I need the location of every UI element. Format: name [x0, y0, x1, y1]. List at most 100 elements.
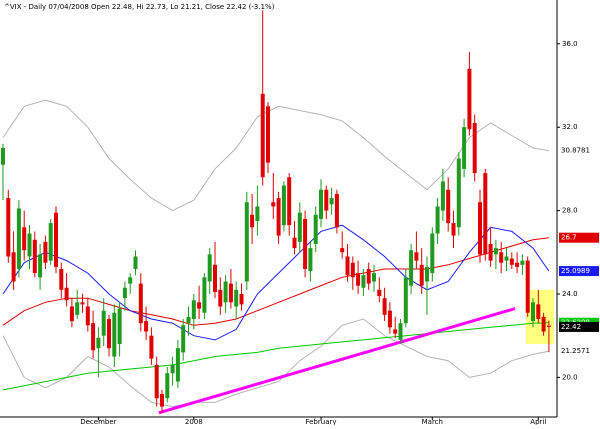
candle-body	[499, 252, 504, 263]
candle-body	[462, 127, 467, 169]
candle-body	[303, 218, 308, 269]
candle-body	[170, 364, 175, 374]
indicator-label-box	[559, 145, 599, 156]
candle-body	[350, 262, 355, 278]
indicator-line	[2, 237, 549, 326]
candle-body	[366, 268, 371, 284]
candle-body	[149, 335, 154, 359]
candle-body	[107, 319, 111, 349]
candle-body	[334, 193, 339, 228]
candle-body	[276, 198, 281, 236]
candle-body	[181, 325, 186, 353]
candle-body	[271, 202, 276, 207]
candle-body	[16, 208, 21, 269]
candle-body	[387, 310, 392, 328]
candle-body	[1, 148, 5, 165]
candle-body	[536, 304, 541, 320]
candle-body	[430, 233, 435, 274]
candle-body	[64, 287, 69, 301]
y-tick-label: 36.0	[562, 40, 578, 48]
candle-body	[80, 302, 85, 305]
chart-title: ^VIX - Daily 07/04/2008 Open 22.48, Hi 2…	[4, 3, 275, 11]
candle-body	[451, 223, 456, 236]
candle-body	[345, 256, 350, 276]
candle-body	[297, 212, 302, 242]
indicator-label-box	[559, 266, 599, 277]
candle-body	[281, 185, 286, 226]
x-tick-label: 2008	[185, 418, 203, 425]
candle-body	[425, 266, 429, 282]
candle-body	[239, 293, 244, 305]
candle-body	[504, 256, 509, 261]
indicator-label: 25.0989	[561, 267, 590, 275]
indicator-line	[2, 224, 550, 341]
y-tick-label: 32.0	[562, 123, 578, 131]
candle-body	[467, 68, 472, 130]
candle-body	[117, 308, 122, 345]
candle-body	[91, 323, 96, 351]
indicator-label-box	[559, 346, 599, 357]
candle-body	[59, 268, 64, 290]
candle-body	[244, 202, 249, 282]
candle-body	[154, 364, 159, 399]
candle-body	[175, 348, 180, 382]
candle-body	[250, 214, 255, 228]
candle-body	[493, 248, 498, 255]
candle-body	[6, 198, 11, 257]
candle-body	[472, 123, 477, 174]
candle-body	[27, 233, 32, 257]
indicator-label-box	[559, 232, 599, 243]
candle-body	[32, 239, 37, 274]
indicator-label-box	[559, 321, 599, 332]
candle-body	[207, 254, 212, 282]
candle-body	[382, 298, 387, 315]
candle-body	[340, 248, 345, 253]
candle-body	[509, 258, 514, 265]
candle-body	[160, 394, 164, 407]
candle-body	[260, 93, 265, 178]
candle-body	[393, 329, 398, 334]
x-tick-label: April	[530, 418, 546, 425]
candle-body	[541, 316, 546, 332]
candle-body	[191, 300, 196, 320]
candle-body	[483, 173, 488, 255]
candle-body	[456, 158, 461, 228]
candle-body	[197, 302, 202, 309]
candle-body	[54, 212, 58, 267]
candle-body	[292, 237, 297, 249]
x-tick-label: December	[80, 418, 116, 425]
candle-body	[234, 289, 239, 307]
candle-body	[69, 306, 74, 322]
candle-body	[266, 106, 270, 163]
candle-body	[419, 264, 424, 286]
candle-body	[96, 337, 101, 349]
candle-body	[329, 198, 334, 205]
candle-body	[213, 264, 217, 292]
candle-body	[356, 273, 361, 286]
candle-body	[138, 283, 143, 324]
indicator-line	[2, 318, 549, 408]
indicator-label: 21.2571	[561, 347, 590, 355]
indicator-line	[2, 322, 549, 391]
candle-body	[319, 189, 323, 219]
candle-body	[361, 275, 366, 288]
candle-body	[75, 302, 80, 315]
candle-body	[478, 202, 482, 255]
candle-body	[398, 323, 403, 340]
candle-body	[435, 206, 440, 234]
candle-body	[287, 177, 292, 226]
candle-body	[531, 302, 535, 322]
candle-body	[440, 181, 445, 211]
candle-body	[377, 289, 382, 297]
y-tick-label: 28.0	[562, 207, 578, 215]
x-tick-label: March	[422, 418, 443, 425]
candle-body	[186, 316, 191, 324]
candle-body	[112, 312, 117, 357]
candle-body	[128, 277, 133, 284]
candle-body	[38, 254, 43, 278]
indicator-label: 30.8781	[561, 147, 590, 155]
x-tick-label: February	[305, 418, 336, 425]
candle-body	[218, 289, 223, 307]
